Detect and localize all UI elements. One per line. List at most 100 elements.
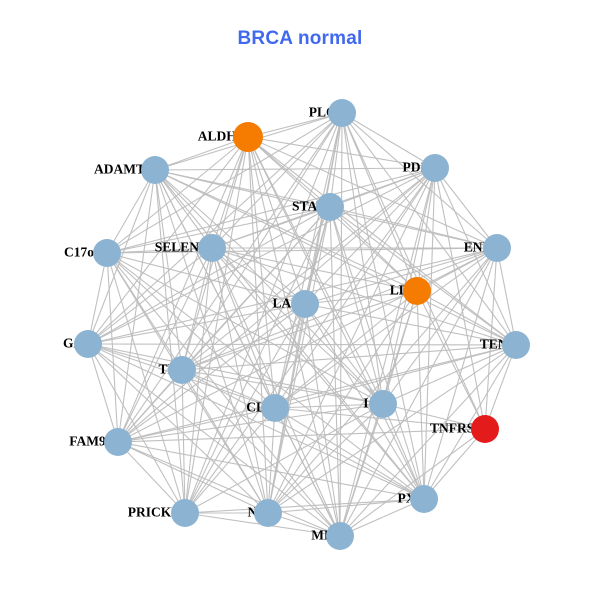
graph-edge — [304, 290, 418, 305]
edge-layer — [87, 112, 517, 537]
graph-edge — [181, 369, 384, 405]
graph-node-circle[interactable] — [168, 356, 196, 384]
graph-edge — [184, 498, 425, 514]
graph-edge — [87, 247, 498, 345]
graph-node[interactable]: IGF1 — [363, 390, 397, 418]
graph-node-circle[interactable] — [291, 290, 319, 318]
graph-edge — [329, 206, 425, 500]
graph-edge — [87, 343, 517, 346]
graph-edge — [154, 169, 425, 500]
graph-edge — [484, 247, 498, 430]
graph-node[interactable]: TLN2 — [158, 356, 196, 384]
graph-edge — [154, 169, 183, 371]
graph-edge — [184, 206, 331, 514]
graph-edge — [267, 290, 418, 514]
graph-edge — [87, 252, 108, 345]
graph-edge — [247, 136, 331, 208]
graph-edge — [341, 112, 436, 169]
page-title: BRCA normal — [237, 28, 363, 49]
graph-edge — [106, 136, 249, 254]
graph-edge — [154, 169, 384, 405]
graph-node-circle[interactable] — [233, 122, 263, 152]
graph-edge — [211, 247, 341, 537]
graph-node[interactable]: LDHB — [390, 277, 431, 305]
graph-node-circle[interactable] — [198, 234, 226, 262]
graph-node[interactable]: GAB2 — [63, 330, 102, 358]
graph-node-circle[interactable] — [483, 234, 511, 262]
graph-edge — [339, 403, 384, 537]
graph-node-circle[interactable] — [369, 390, 397, 418]
graph-edge — [181, 247, 498, 371]
graph-node[interactable]: PLOD2 — [309, 99, 356, 127]
graph-node[interactable]: LARP1 — [273, 290, 320, 318]
graph-edge — [87, 343, 119, 443]
graph-edge — [274, 407, 425, 500]
graph-edge — [154, 169, 269, 514]
graph-edge — [304, 303, 517, 346]
graph-edge — [117, 112, 343, 443]
graph-edge — [274, 290, 418, 409]
graph-edge — [382, 403, 425, 500]
graph-node[interactable]: TENM4 — [480, 331, 530, 359]
graph-edge — [106, 247, 213, 254]
graph-edge — [117, 428, 486, 443]
graph-edge — [106, 252, 425, 500]
graph-node-circle[interactable] — [328, 99, 356, 127]
graph-edge — [87, 343, 425, 500]
graph-edge — [117, 441, 425, 500]
graph-edge — [274, 403, 384, 409]
graph-node[interactable]: SELENBP1 — [155, 234, 226, 262]
graph-node[interactable]: TNFRSF21 — [430, 415, 499, 443]
graph-node-circle[interactable] — [104, 428, 132, 456]
graph-node-circle[interactable] — [421, 154, 449, 182]
graph-edge — [339, 498, 425, 537]
graph-node[interactable]: MRAS — [311, 522, 354, 550]
graph-node-circle[interactable] — [326, 522, 354, 550]
graph-node-circle[interactable] — [471, 415, 499, 443]
graph-node[interactable]: ADAMTS12 — [94, 156, 169, 184]
graph-edge — [339, 428, 486, 537]
graph-edge — [423, 167, 436, 500]
graph-node-circle[interactable] — [316, 193, 344, 221]
graph-edge — [247, 136, 436, 169]
graph-edge — [87, 112, 343, 345]
graph-edge — [117, 407, 276, 443]
graph-node[interactable]: PRICKLE2 — [128, 499, 199, 527]
graph-node[interactable]: FAM92A1 — [69, 428, 132, 456]
graph-node[interactable]: CLMP — [246, 394, 289, 422]
graph-node-circle[interactable] — [261, 394, 289, 422]
graph-node-circle[interactable] — [403, 277, 431, 305]
graph-node-circle[interactable] — [502, 331, 530, 359]
graph-edge — [267, 403, 384, 514]
graph-edge — [154, 169, 213, 249]
graph-edge — [87, 247, 213, 345]
graph-node[interactable]: NTM — [248, 499, 283, 527]
graph-node-circle[interactable] — [93, 239, 121, 267]
graph-node[interactable]: PXDN — [398, 485, 439, 513]
graph-node[interactable]: ENPEP — [464, 234, 511, 262]
graph-edge — [211, 247, 269, 514]
graph-node-circle[interactable] — [74, 330, 102, 358]
graph-edge — [181, 344, 517, 371]
graph-node-circle[interactable] — [410, 485, 438, 513]
graph-node[interactable]: ALDH9A1 — [198, 122, 263, 152]
graph-node[interactable]: STAT5B — [292, 193, 344, 221]
graph-edge — [117, 303, 306, 443]
graph-edge — [341, 112, 517, 346]
graph-node[interactable]: C17orf51 — [64, 239, 121, 267]
graph-edge — [382, 403, 486, 430]
graph-edge — [339, 112, 343, 537]
graph-node-circle[interactable] — [254, 499, 282, 527]
graph-edge — [184, 403, 384, 514]
graph-edge — [267, 407, 276, 514]
graph-node-circle[interactable] — [171, 499, 199, 527]
graph-edge — [416, 290, 425, 500]
graph-edge — [247, 136, 269, 514]
graph-edge — [211, 206, 331, 249]
graph-node[interactable]: PDZD2 — [403, 154, 450, 182]
graph-edge — [181, 167, 436, 371]
graph-edge — [329, 206, 498, 249]
graph-edge — [154, 169, 517, 346]
graph-node-circle[interactable] — [141, 156, 169, 184]
